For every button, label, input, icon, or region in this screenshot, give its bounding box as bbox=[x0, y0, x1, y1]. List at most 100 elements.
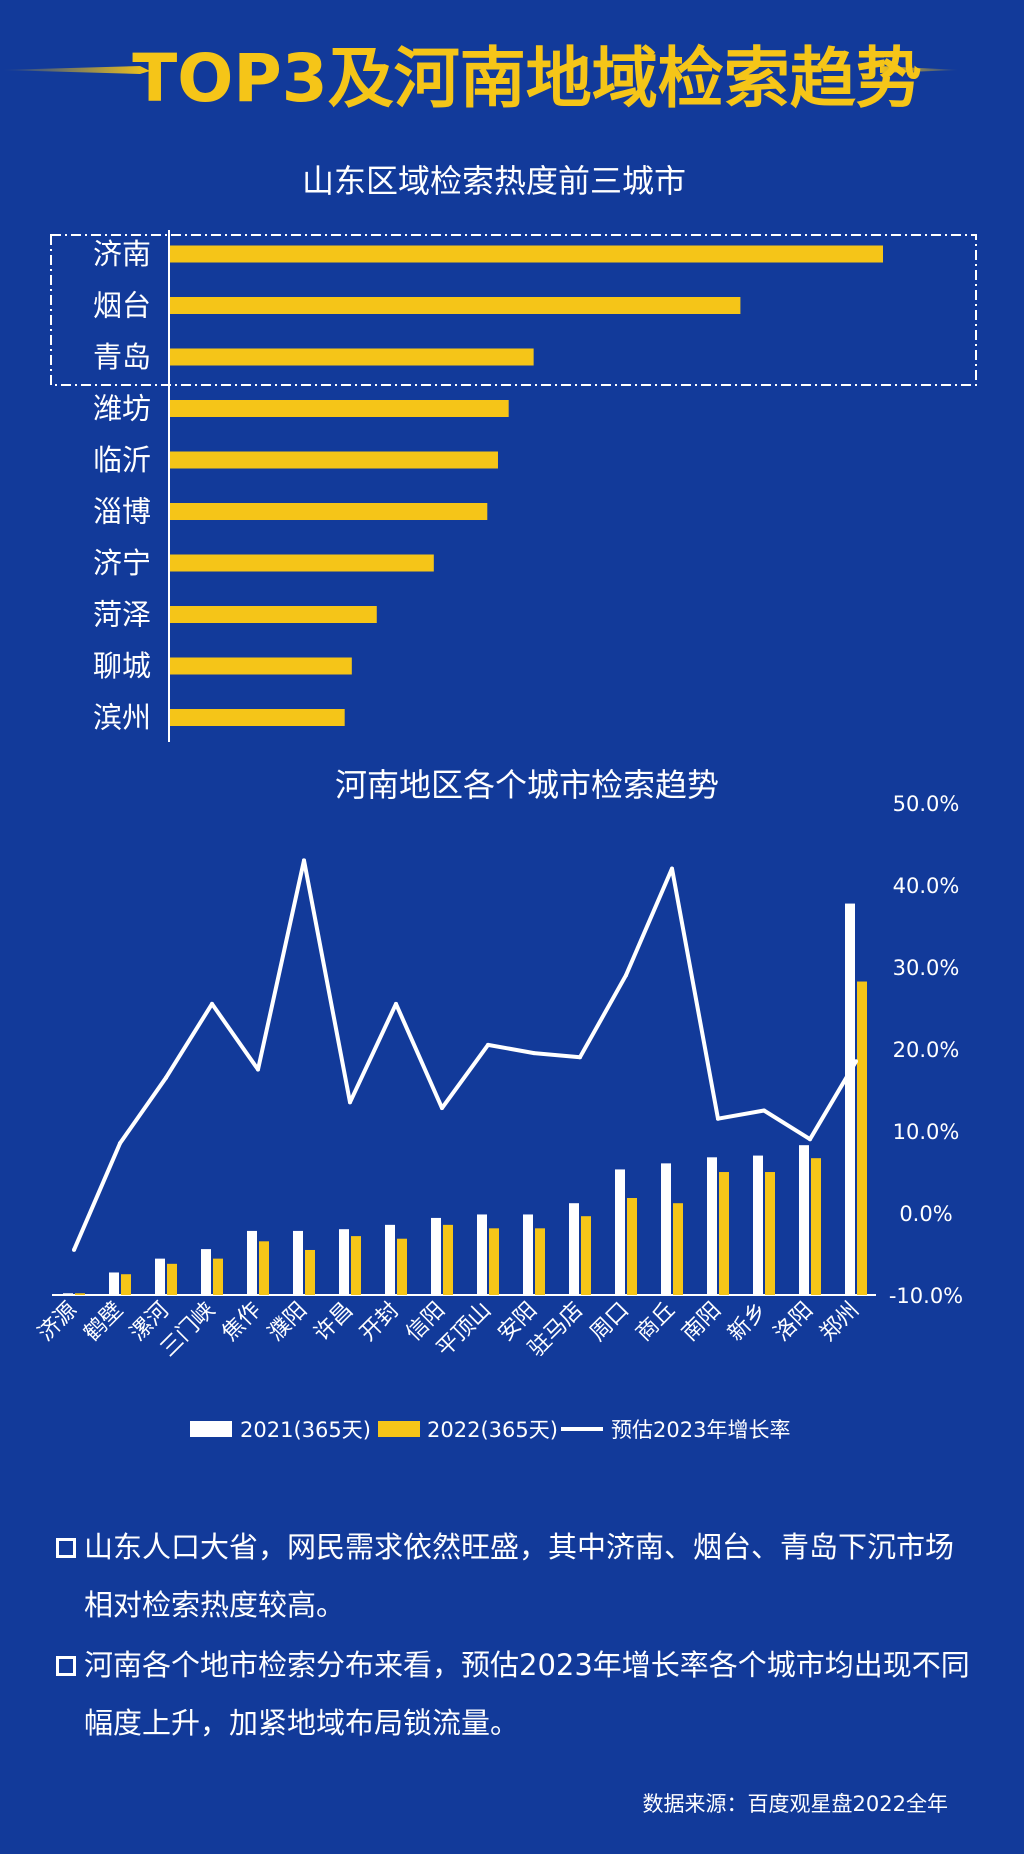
shandong-chart-title: 山东区域检索热度前三城市 bbox=[302, 162, 686, 200]
bar-2022-洛阳 bbox=[811, 1158, 821, 1295]
bar-2021-郑州 bbox=[845, 903, 855, 1295]
bar-2022-信阳 bbox=[443, 1224, 453, 1295]
bar-2021-周口 bbox=[615, 1169, 625, 1295]
bar-2021-济源 bbox=[63, 1293, 73, 1295]
category-label: 潍坊 bbox=[93, 392, 151, 426]
bar-2022-许昌 bbox=[351, 1236, 361, 1295]
bar-2021-开封 bbox=[385, 1224, 395, 1295]
x-tick-label: 周口 bbox=[585, 1298, 634, 1347]
note-item: 河南各个地市检索分布来看，预估2023年增长率各个城市均出现不同幅度上升，加紧地… bbox=[56, 1636, 976, 1752]
checkbox-bullet-icon bbox=[56, 1656, 76, 1676]
x-tick-label: 郑州 bbox=[815, 1298, 864, 1347]
category-label: 菏泽 bbox=[93, 598, 151, 632]
bar-2021-新乡 bbox=[753, 1155, 763, 1295]
bar-潍坊 bbox=[170, 400, 509, 417]
henan-combo-chart: 河南地区各个城市检索趋势 50.0% 40.0% 30.0% 20.0% 10.0% 0.… bbox=[33, 766, 963, 1362]
bar-2022-安阳 bbox=[535, 1228, 545, 1295]
y2-tick-label: -10.0% bbox=[889, 1284, 963, 1308]
bar-济南 bbox=[170, 245, 883, 263]
growth-rate-line bbox=[72, 858, 858, 1251]
top3-highlight-box bbox=[50, 234, 977, 386]
y2-tick-label: 50.0% bbox=[893, 792, 960, 816]
legend-swatch-2022 bbox=[378, 1421, 420, 1437]
category-label: 烟台 bbox=[93, 289, 151, 323]
bar-2022-平顶山 bbox=[489, 1228, 499, 1295]
bar-2021-安阳 bbox=[523, 1214, 533, 1295]
x-tick-label: 新乡 bbox=[723, 1298, 772, 1347]
bar-2021-南阳 bbox=[707, 1157, 717, 1295]
x-tick-label: 鹤壁 bbox=[79, 1298, 128, 1347]
growth-point bbox=[210, 1001, 214, 1006]
category-label: 青岛 bbox=[93, 340, 151, 374]
bar-2022-漯河 bbox=[167, 1263, 177, 1295]
growth-point bbox=[256, 1067, 260, 1072]
bar-2022-驻马店 bbox=[581, 1216, 591, 1295]
growth-point bbox=[808, 1137, 812, 1142]
x-tick-label: 济源 bbox=[33, 1298, 82, 1347]
note-item: 山东人口大省，网民需求依然旺盛，其中济南、烟台、青岛下沉市场相对检索热度较高。 bbox=[56, 1518, 976, 1634]
checkbox-bullet-icon bbox=[56, 1538, 76, 1558]
title-streak-right bbox=[880, 66, 960, 73]
growth-point bbox=[854, 1059, 858, 1064]
bar-滨州 bbox=[170, 709, 345, 726]
y2-tick-label: 30.0% bbox=[893, 956, 960, 980]
x-tick-label: 洛阳 bbox=[769, 1298, 818, 1347]
legend-label-2022: 2022(365天) bbox=[427, 1418, 558, 1442]
note-text: 河南各个地市检索分布来看，预估2023年增长率各个城市均出现不同幅度上升，加紧地… bbox=[84, 1648, 970, 1740]
growth-point bbox=[348, 1100, 352, 1105]
legend-label-2021: 2021(365天) bbox=[240, 1418, 371, 1442]
bar-聊城 bbox=[170, 657, 352, 675]
title-streak-left bbox=[0, 66, 150, 74]
x-tick-label: 许昌 bbox=[309, 1298, 358, 1347]
growth-point bbox=[624, 973, 628, 978]
bar-烟台 bbox=[170, 297, 741, 314]
growth-point bbox=[164, 1075, 168, 1080]
category-label: 淄博 bbox=[93, 495, 151, 529]
y2-tick-label: 0.0% bbox=[899, 1202, 952, 1226]
x-tick-label: 南阳 bbox=[677, 1298, 726, 1347]
growth-point bbox=[670, 866, 674, 871]
henan-legend: 2021(365天) 2022(365天) 预估2023年增长率 bbox=[190, 1418, 790, 1442]
data-source: 数据来源：百度观星盘2022全年 bbox=[642, 1792, 948, 1816]
note-text: 山东人口大省，网民需求依然旺盛，其中济南、烟台、青岛下沉市场相对检索热度较高。 bbox=[84, 1530, 955, 1622]
bar-济宁 bbox=[170, 554, 434, 572]
legend-label-growth: 预估2023年增长率 bbox=[611, 1418, 790, 1442]
henan-chart-title: 河南地区各个城市检索趋势 bbox=[335, 766, 719, 804]
bar-淄博 bbox=[170, 503, 488, 520]
growth-point bbox=[716, 1116, 720, 1121]
bar-2021-鹤壁 bbox=[109, 1272, 119, 1295]
y2-tick-label: 10.0% bbox=[893, 1120, 960, 1144]
bar-2022-周口 bbox=[627, 1198, 637, 1295]
bar-青岛 bbox=[170, 348, 534, 366]
bar-2022-商丘 bbox=[673, 1203, 683, 1295]
bar-2022-开封 bbox=[397, 1238, 407, 1295]
growth-point bbox=[486, 1042, 490, 1047]
bar-2021-漯河 bbox=[155, 1258, 165, 1295]
bar-2021-平顶山 bbox=[477, 1214, 487, 1295]
growth-point bbox=[72, 1247, 76, 1252]
bar-2021-洛阳 bbox=[799, 1145, 809, 1295]
bar-2022-焦作 bbox=[259, 1241, 269, 1295]
bar-2021-许昌 bbox=[339, 1229, 349, 1295]
bar-临沂 bbox=[170, 451, 498, 469]
notes-section: 山东人口大省，网民需求依然旺盛，其中济南、烟台、青岛下沉市场相对检索热度较高。 … bbox=[56, 1518, 976, 1754]
growth-point bbox=[440, 1106, 444, 1111]
category-label: 滨州 bbox=[93, 701, 151, 735]
bar-2022-郑州 bbox=[857, 981, 867, 1295]
bar-2022-濮阳 bbox=[305, 1249, 315, 1295]
growth-point bbox=[762, 1108, 766, 1113]
category-label: 聊城 bbox=[93, 649, 151, 683]
growth-point bbox=[532, 1051, 536, 1056]
bar-菏泽 bbox=[170, 606, 377, 623]
category-label: 济南 bbox=[93, 237, 151, 271]
bar-2021-焦作 bbox=[247, 1230, 257, 1295]
x-tick-label: 商丘 bbox=[631, 1298, 680, 1347]
growth-point bbox=[578, 1055, 582, 1060]
x-tick-label: 开封 bbox=[355, 1298, 404, 1347]
legend-swatch-2021 bbox=[190, 1421, 232, 1437]
bar-2021-商丘 bbox=[661, 1163, 671, 1295]
bar-2022-鹤壁 bbox=[121, 1274, 131, 1295]
x-tick-label: 濮阳 bbox=[263, 1298, 312, 1347]
